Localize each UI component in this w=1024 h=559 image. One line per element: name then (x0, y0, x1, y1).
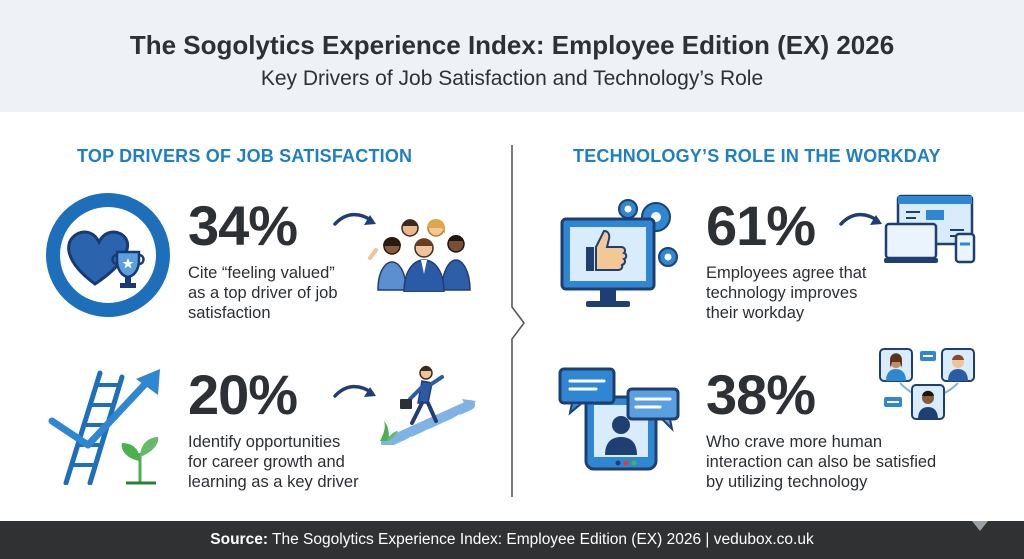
ladder-growth-arrow-icon (48, 369, 160, 485)
devices-icon (884, 194, 976, 264)
description-line: their workday (706, 304, 805, 322)
stat-description-tech-improves: Employees agree that technology improves… (706, 263, 867, 323)
page-subtitle: Key Drivers of Job Satisfaction and Tech… (260, 67, 764, 90)
arrow-right-icon (839, 212, 882, 226)
team-people-icon (368, 219, 471, 292)
description-line: technology improves (706, 284, 858, 302)
stat-value-human-interaction: 38% (706, 363, 816, 426)
stat-description-career-growth: Identify opportunities for career growth… (188, 432, 359, 492)
stat-value-tech-improves: 61% (706, 194, 816, 257)
description-line: Employees agree that (706, 264, 867, 282)
description-line: as a top driver of job (188, 284, 338, 302)
page-title: The Sogolytics Experience Index: Employe… (129, 30, 895, 60)
stat-value-feeling-valued: 34% (188, 194, 298, 257)
header-banner: The Sogolytics Experience Index: Employe… (0, 0, 1024, 112)
description-line: Identify opportunities (188, 433, 341, 451)
section-divider (511, 145, 525, 497)
arrow-right-icon (333, 212, 376, 226)
right-section-heading: TECHNOLOGY’S ROLE IN THE WORKDAY (573, 146, 941, 166)
arrow-right-icon (333, 384, 376, 398)
description-line: Cite “feeling valued” (188, 264, 335, 282)
description-line: learning as a key driver (188, 473, 359, 491)
climbing-person-icon (380, 365, 476, 445)
left-section-heading: TOP DRIVERS OF JOB SATISFACTION (77, 146, 413, 166)
remote-team-icon (879, 348, 975, 420)
source-text: The Sogolytics Experience Index: Employe… (272, 531, 814, 548)
description-line: for career growth and (188, 453, 345, 471)
stat-description-human-interaction: Who crave more human interaction can als… (706, 432, 936, 492)
description-line: satisfaction (188, 304, 271, 322)
video-chat-icon (558, 367, 680, 471)
description-line: Who crave more human (706, 433, 883, 451)
stat-value-career-growth: 20% (188, 363, 298, 426)
stat-description-feeling-valued: Cite “feeling valued” as a top driver of… (188, 263, 338, 323)
description-line: by utilizing technology (706, 473, 868, 491)
source-label: Source: (210, 531, 268, 548)
heart-trophy-ring-icon (46, 193, 170, 317)
description-line: interaction can also be satisfied (706, 453, 937, 471)
footer-corner-marker (972, 521, 988, 531)
source-footer: Source: The Sogolytics Experience Index:… (0, 521, 1024, 559)
monitor-thumbs-up-gears-icon (560, 199, 678, 307)
